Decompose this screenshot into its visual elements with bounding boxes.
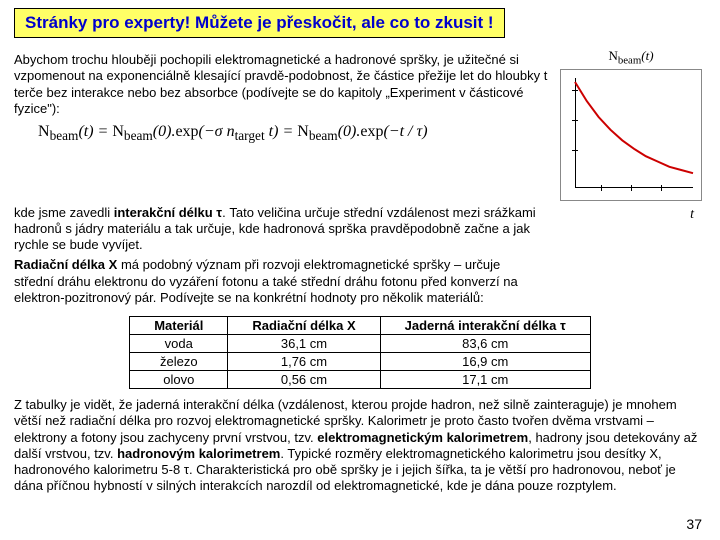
formula: Nbeam(t) = Nbeam(0).exp(−σ ntarget t) = … (38, 123, 548, 144)
materials-table: Materiál Radiační délka X Jaderná intera… (129, 316, 591, 389)
para-radiation-length: Radiační délka X má podobný význam při r… (14, 257, 536, 306)
table-row: olovo0,56 cm17,1 cm (130, 371, 591, 389)
col-material: Materiál (130, 317, 228, 335)
para-interaction-length: kde jsme zavedli interakční délku τ. Tat… (14, 205, 536, 254)
col-rad-length: Radiační délka X (228, 317, 380, 335)
page-number: 37 (686, 516, 702, 532)
intro-paragraph: Abychom trochu hlouběji pochopili elektr… (14, 52, 548, 117)
title-box: Stránky pro experty! Můžete je přeskočit… (14, 8, 505, 38)
table-row: voda36,1 cm83,6 cm (130, 335, 591, 353)
decay-chart: Nbeam(t) (556, 48, 706, 201)
chart-x-label: t (544, 207, 706, 223)
col-int-length: Jaderná interakční délka τ (380, 317, 590, 335)
summary-paragraph: Z tabulky je vidět, že jaderná interakčn… (14, 397, 706, 495)
table-row: železo1,76 cm16,9 cm (130, 353, 591, 371)
